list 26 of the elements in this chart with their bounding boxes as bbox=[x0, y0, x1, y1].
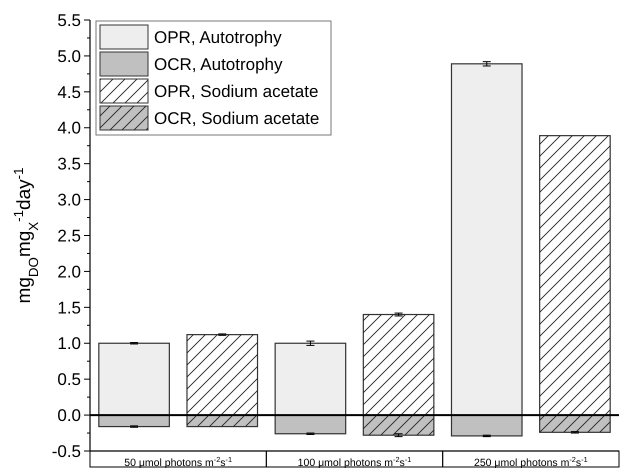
legend-label: OPR, Autotrophy bbox=[154, 28, 282, 47]
y-tick-label: 0.5 bbox=[57, 370, 81, 390]
y-tick-label: 4.0 bbox=[57, 118, 81, 138]
x-tick-label: 50 μmol photons m$^{-2}$s$^{-1}$ bbox=[124, 454, 232, 468]
x-tick-label: 100 μmol photons m$^{-2}$s$^{-1}$ bbox=[298, 454, 412, 468]
y-tick-label: 1.5 bbox=[57, 298, 81, 318]
y-tick-label: 4.5 bbox=[57, 82, 81, 102]
bar bbox=[450, 63, 523, 416]
y-tick-label: 5.0 bbox=[57, 46, 81, 66]
y-tick-label: 3.5 bbox=[57, 154, 81, 174]
bar bbox=[98, 414, 170, 428]
y-tick-label: 1.0 bbox=[57, 334, 81, 354]
y-tick-label: 5.5 bbox=[57, 10, 81, 30]
bar bbox=[450, 414, 523, 437]
bar bbox=[98, 342, 170, 416]
y-tick-label: -0.5 bbox=[52, 442, 81, 461]
y-tick-label: 2.0 bbox=[57, 262, 81, 282]
bar bbox=[274, 342, 346, 416]
y-tick-label: 2.5 bbox=[57, 226, 81, 246]
legend-label: OCR, Autotrophy bbox=[154, 54, 284, 74]
y-tick-label: 0.0 bbox=[57, 406, 81, 426]
x-tick-label: 250 μmol photons m$^{-2}$s$^{-1}$ bbox=[474, 454, 588, 468]
y-tick-label: 3.0 bbox=[57, 190, 81, 210]
legend-label: OPR, Sodium acetate bbox=[154, 82, 318, 101]
bar bbox=[274, 414, 346, 434]
legend-label: OCR, Sodium acetate bbox=[154, 108, 320, 128]
